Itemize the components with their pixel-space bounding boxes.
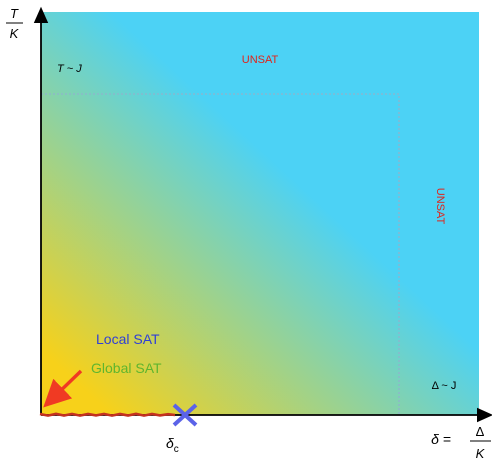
x-axis-denominator: K [476,446,486,461]
y-axis-denominator: K [10,26,20,41]
x-axis-prefix: δ = [431,431,451,447]
red-arrow-icon [43,369,83,408]
local-sat-label: Local SAT [96,331,160,347]
global-sat-line [39,412,176,417]
y-axis-numerator: T [10,6,19,21]
unsat-top-label: UNSAT [242,54,279,66]
global-sat-label: Global SAT [91,360,162,376]
phase-region [41,12,479,415]
x-axis-numerator: Δ [476,424,485,439]
delta-c-subscript: c [174,444,179,455]
delta-c-label: δc [166,435,179,455]
unsat-right-label: UNSAT [434,188,446,225]
delta-scale-label: Δ ~ J [432,380,457,392]
t-scale-label: T ~ J [57,63,82,75]
dotted-boundary [41,93,400,415]
delta-c-symbol: δ [166,435,174,451]
x-marker-icon [172,403,198,427]
